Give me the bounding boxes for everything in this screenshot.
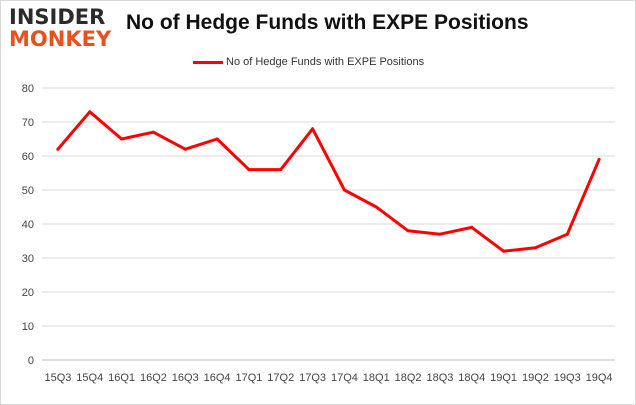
x-tick-label: 19Q1: [490, 372, 517, 384]
data-point: [88, 110, 92, 114]
y-tick-label: 0: [28, 355, 34, 367]
data-point: [215, 137, 219, 141]
x-tick-label: 19Q4: [586, 372, 613, 384]
data-point: [406, 229, 410, 233]
legend-label: No of Hedge Funds with EXPE Positions: [226, 56, 425, 68]
y-tick-label: 70: [22, 117, 34, 129]
x-tick-label: 18Q4: [458, 372, 485, 384]
x-tick-label: 18Q1: [363, 372, 390, 384]
logo-line-2: MONKEY: [9, 27, 112, 51]
data-point: [374, 205, 378, 209]
x-tick-label: 15Q4: [76, 372, 103, 384]
data-point: [342, 188, 346, 192]
x-tick-label: 15Q3: [44, 372, 71, 384]
x-tick-label: 17Q1: [235, 372, 262, 384]
data-point: [565, 232, 569, 236]
x-tick-label: 19Q2: [522, 372, 549, 384]
y-tick-label: 10: [22, 321, 34, 333]
x-tick-label: 19Q3: [554, 372, 581, 384]
data-point: [502, 249, 506, 253]
y-tick-label: 80: [22, 83, 34, 95]
data-point: [183, 147, 187, 151]
x-tick-label: 18Q3: [426, 372, 453, 384]
data-point: [311, 127, 315, 131]
y-tick-label: 20: [22, 287, 34, 299]
x-tick-label: 16Q4: [204, 372, 231, 384]
data-point: [597, 157, 601, 161]
legend-swatch: [193, 60, 223, 64]
data-point: [56, 147, 60, 151]
data-point: [279, 168, 283, 172]
x-tick-label: 16Q2: [140, 372, 167, 384]
data-point: [470, 225, 474, 229]
data-point: [247, 168, 251, 172]
x-tick-label: 18Q2: [395, 372, 422, 384]
x-tick-label: 17Q3: [299, 372, 326, 384]
x-tick-label: 16Q1: [108, 372, 135, 384]
x-tick-label: 16Q3: [172, 372, 199, 384]
y-tick-label: 40: [22, 219, 34, 231]
chart-legend: No of Hedge Funds with EXPE Positions: [193, 56, 424, 68]
y-tick-label: 50: [22, 185, 34, 197]
insider-monkey-logo: INSIDER MONKEY: [9, 6, 117, 52]
chart-title: No of Hedge Funds with EXPE Positions: [126, 11, 529, 34]
data-point: [533, 246, 537, 250]
y-tick-label: 30: [22, 253, 34, 265]
data-point: [151, 130, 155, 134]
y-tick-label: 60: [22, 151, 34, 163]
series-line-0: [56, 110, 601, 253]
x-tick-label: 17Q2: [267, 372, 294, 384]
logo-line-1: INSIDER: [9, 5, 106, 29]
data-point: [438, 232, 442, 236]
data-point: [120, 137, 124, 141]
x-tick-label: 17Q4: [331, 372, 358, 384]
